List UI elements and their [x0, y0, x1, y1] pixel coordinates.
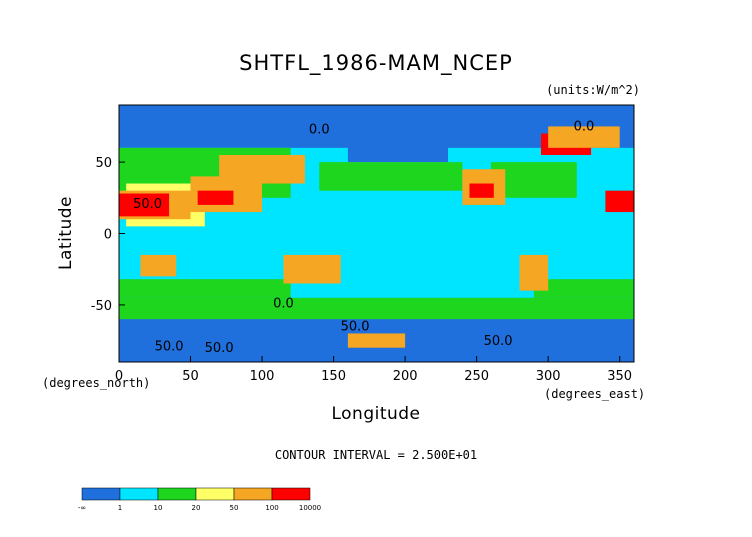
field-region: [319, 162, 463, 191]
field-region: [347, 144, 449, 163]
colorbar-level-label: -∞: [78, 504, 86, 512]
y-unit-note: (degrees_north): [42, 376, 150, 390]
contour-label: 0.0: [574, 120, 595, 135]
colorbar: -∞ 1 10 20 50 100 10000: [78, 487, 321, 512]
x-axis-label: Longitude: [331, 404, 420, 424]
x-axis-ticks: 0 50 100 150 200 250 300 350: [115, 356, 632, 384]
field-region: [283, 254, 341, 284]
field-region: [197, 190, 234, 205]
contour-label: 50.0: [341, 320, 370, 335]
x-tick-label: 200: [393, 369, 418, 384]
x-tick-label: 50: [182, 369, 199, 384]
colorbar-level-label: 20: [192, 504, 201, 512]
colorbar-swatch: [195, 487, 235, 501]
colorbar-swatch: [233, 487, 273, 501]
contour-label: 50.0: [133, 197, 162, 212]
field-region: [119, 347, 634, 362]
field-region: [605, 190, 634, 213]
contour-interval: CONTOUR INTERVAL = 2.500E+01: [275, 448, 477, 462]
colorbar-level-label: 10: [154, 504, 163, 512]
colorbar-level-label: 10000: [299, 504, 321, 512]
field-region: [519, 254, 549, 291]
contour-label: 0.0: [273, 297, 294, 312]
y-tick-label: -50: [91, 299, 112, 314]
x-tick-label: 300: [536, 369, 561, 384]
x-tick-label: 250: [464, 369, 489, 384]
plot-area: 0.0 0.0 0.0 50.0 50.0 50.0 50.0 50.0: [118, 104, 635, 363]
y-tick-label: 50: [95, 156, 112, 171]
x-tick-label: 150: [321, 369, 346, 384]
field-region: [548, 126, 620, 148]
contour-labels: 0.0 0.0 0.0 50.0 50.0 50.0 50.0 50.0: [133, 120, 594, 356]
colorbar-level-label: 1: [118, 504, 122, 512]
field-cells: [119, 105, 634, 362]
x-tick-label: 0: [115, 369, 123, 384]
field-region: [219, 154, 305, 184]
field-region: [290, 276, 534, 298]
y-axis-ticks: -50 0 50: [91, 156, 125, 314]
contour-label: 50.0: [484, 334, 513, 349]
x-tick-label: 100: [250, 369, 275, 384]
contour-label: 0.0: [309, 123, 330, 138]
colorbar-level-label: 50: [230, 504, 239, 512]
field-region: [119, 297, 634, 320]
colorbar-swatch: [81, 487, 121, 501]
colorbar-swatch: [157, 487, 197, 501]
field-region: [119, 193, 170, 217]
colorbar-swatch: [119, 487, 159, 501]
x-unit-note: (degrees_east): [544, 387, 645, 401]
contour-label: 50.0: [205, 341, 234, 356]
contour-label: 50.0: [155, 340, 184, 355]
y-tick-label: 0: [104, 228, 112, 243]
colorbar-level-label: 100: [265, 504, 278, 512]
field-region: [469, 183, 494, 198]
chart-title: SHTFL_1986-MAM_NCEP: [239, 51, 513, 76]
units-label: (units:W/m^2): [546, 83, 640, 97]
field-region: [140, 254, 177, 277]
x-tick-label: 350: [607, 369, 632, 384]
colorbar-swatch: [271, 487, 311, 501]
y-axis-label: Latitude: [56, 196, 76, 270]
